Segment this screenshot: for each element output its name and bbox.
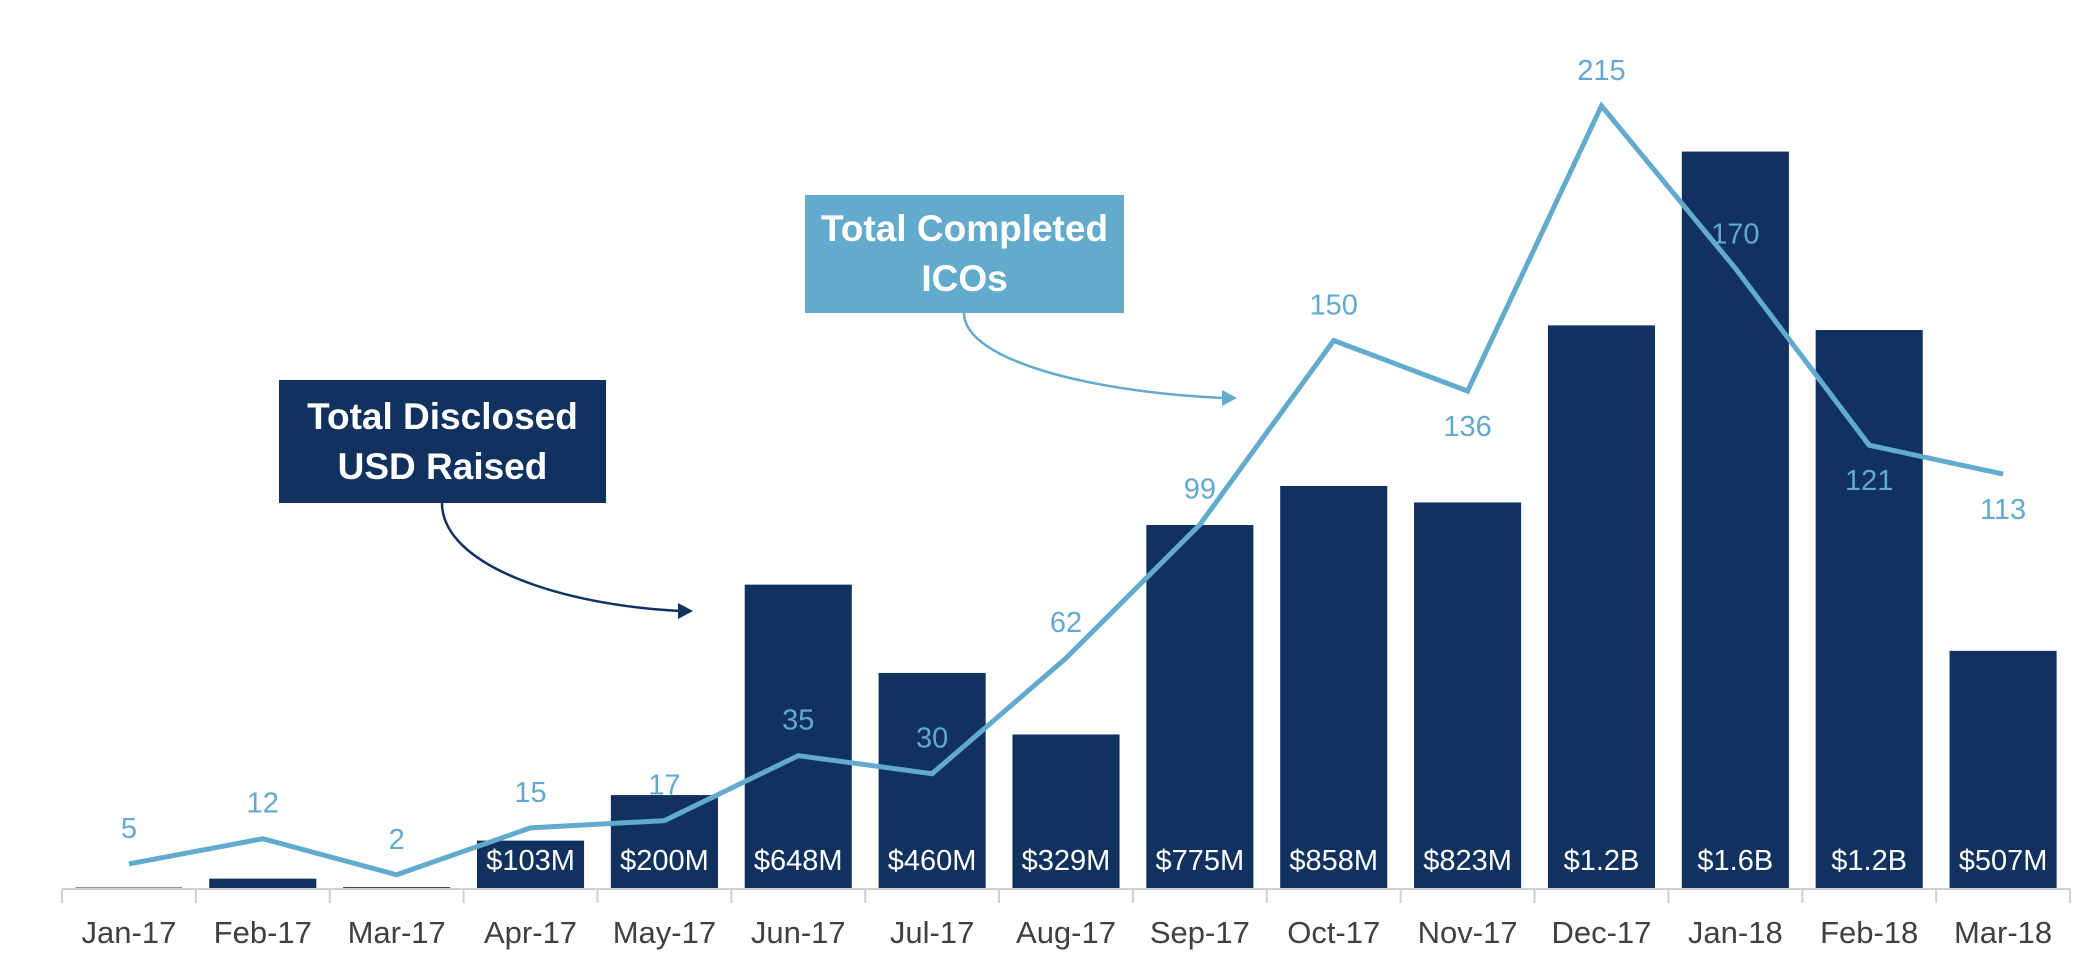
ico-arrowhead-icon (1222, 390, 1237, 406)
x-tick-label: Oct-17 (1287, 915, 1380, 950)
line-completed-icos (128, 101, 2004, 878)
callout-usd-raised: Total Disclosed USD Raised (279, 380, 606, 503)
bar-data-label: $1.2B (1564, 845, 1640, 877)
x-tick-label: Sep-17 (1150, 915, 1250, 950)
line-data-label: 15 (514, 777, 546, 809)
line-data-label: 2 (389, 824, 405, 856)
bar-Feb-18 (1815, 330, 1923, 889)
bar-data-label: $858M (1289, 845, 1378, 877)
x-tick-label: May-17 (613, 915, 716, 950)
bar-data-label: $775M (1156, 845, 1245, 877)
line-series-group (128, 101, 2004, 878)
bar-Sep-17 (1146, 524, 1254, 889)
x-tick-label: Apr-17 (484, 915, 577, 950)
bar-data-label: $329M (1022, 845, 1111, 877)
usd-arrowhead-icon (678, 603, 693, 619)
bar-Apr-17 (476, 840, 585, 889)
bar-Mar-18 (1949, 650, 2057, 889)
bar-data-label: $648M (754, 845, 843, 877)
bar-Nov-17 (1414, 502, 1522, 889)
bar-data-label: $103M (486, 845, 575, 877)
bar-data-label: $1.6B (1697, 845, 1773, 877)
line-data-label: 215 (1577, 55, 1625, 87)
line-data-label: 121 (1845, 465, 1893, 497)
x-tick-label: Nov-17 (1418, 915, 1518, 950)
bar-Feb-17 (209, 878, 317, 889)
callout-completed-icos: Total Completed ICOs (805, 195, 1124, 313)
x-tick-label: Feb-17 (214, 915, 312, 950)
bar-Jun-17 (744, 584, 852, 889)
x-tick-label: Dec-17 (1551, 915, 1651, 950)
x-tick-label: Mar-17 (348, 915, 446, 950)
line-data-label: 62 (1050, 607, 1082, 639)
bar-data-label: $200M (620, 845, 709, 877)
ico-callout-arrow (962, 312, 1224, 400)
bar-data-label: $507M (1959, 845, 2048, 877)
line-data-label: 170 (1711, 218, 1759, 250)
x-tick-label: Jan-18 (1688, 915, 1783, 950)
bar-data-label: $1.2B (1831, 845, 1907, 877)
x-tick-label: Mar-18 (1954, 915, 2052, 950)
line-data-label: 30 (916, 723, 948, 755)
callout-usd-raised-text: Total Disclosed USD Raised (307, 395, 578, 487)
x-axis-ticks: Jan-17 Feb-17 Mar-17 Apr-17 May-17 Jun-17 Jul-… (61, 889, 2071, 950)
line-data-label: 150 (1310, 290, 1358, 322)
line-data-label: 99 (1184, 474, 1216, 506)
bar-Aug-17 (1012, 734, 1120, 889)
x-tick-label: Aug-17 (1016, 915, 1116, 950)
bars-group (75, 151, 2057, 890)
x-tick-label: Jul-17 (890, 915, 974, 950)
bar-Jul-17 (878, 672, 986, 889)
x-tick-label: Feb-18 (1820, 915, 1918, 950)
bar-data-label: $460M (888, 845, 977, 877)
line-data-label: 136 (1443, 411, 1491, 443)
bar-Oct-17 (1280, 485, 1388, 889)
bar-May-17 (610, 795, 718, 889)
bar-Jan-18 (1681, 151, 1789, 890)
x-tick-label: Jan-17 (82, 915, 177, 950)
x-tick-label: Jun-17 (751, 915, 846, 950)
line-data-label: 17 (648, 770, 680, 802)
bar-Dec-17 (1547, 325, 1656, 889)
callout-completed-icos-text: Total Completed ICOs (820, 208, 1109, 299)
callout-arrows (440, 312, 1237, 619)
line-data-label: 12 (247, 788, 279, 820)
bar-data-label: $823M (1423, 845, 1512, 877)
line-data-label: 35 (782, 705, 814, 737)
bar-labels-group: $103M $200M $648M $460M $329M $775M $858M $823M… (486, 845, 2047, 877)
line-data-label: 113 (1980, 494, 2026, 526)
usd-callout-arrow (440, 502, 681, 613)
line-data-label: 5 (121, 813, 137, 845)
